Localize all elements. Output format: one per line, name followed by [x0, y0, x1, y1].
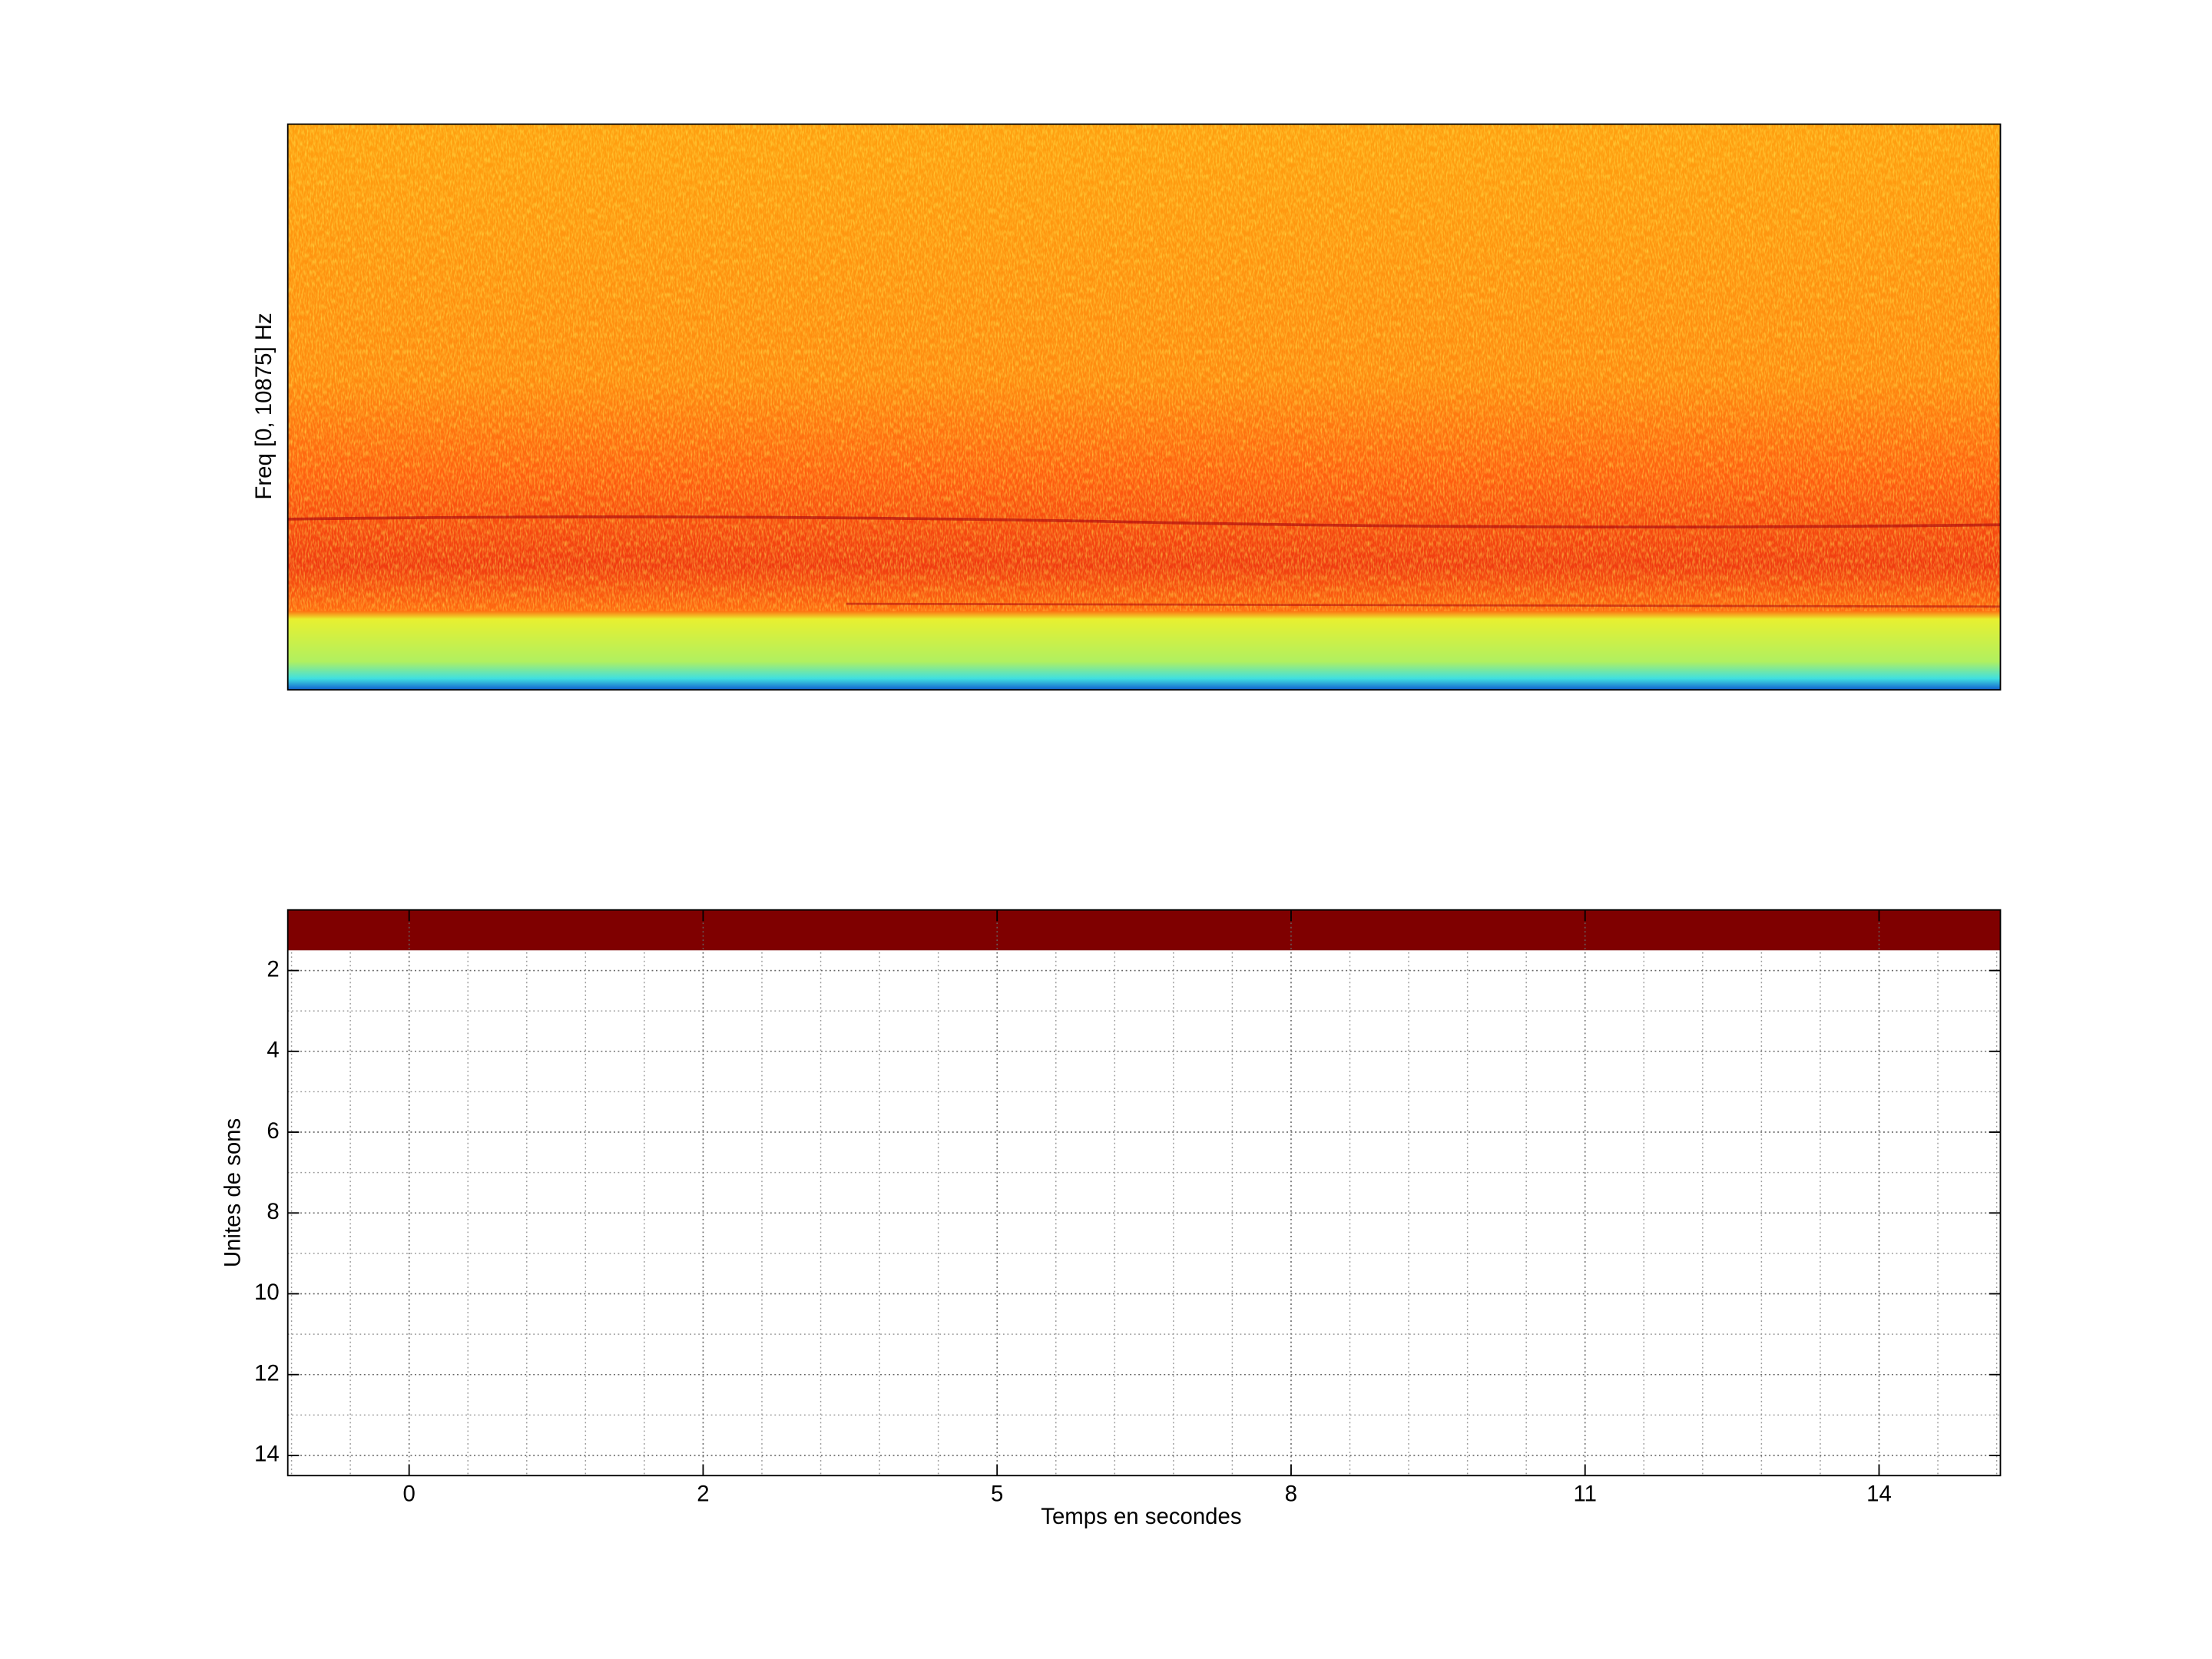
spectrogram-trace: [846, 602, 2001, 608]
x-tick-label: 8: [1285, 1482, 1297, 1507]
y-tick-label: 10: [254, 1280, 280, 1305]
y-tick-label: 8: [267, 1199, 279, 1224]
axes-box: [286, 909, 2002, 1477]
spectrogram-panel: Freq [0, 10875] Hz: [251, 123, 2002, 691]
y-axis-label: Unites de sons: [220, 1118, 246, 1267]
y-tick-label: 12: [254, 1360, 280, 1386]
y-axis-label: Freq [0, 10875] Hz: [251, 313, 276, 499]
x-tick-label: 11: [1573, 1482, 1597, 1507]
x-axis-label: Temps en secondes: [1041, 1504, 1241, 1529]
x-tick-label: 2: [697, 1482, 709, 1507]
y-tick-label: 2: [267, 956, 279, 982]
x-tick-label: 14: [1866, 1482, 1892, 1507]
spectrogram-trace: [287, 515, 2001, 529]
x-tick-label: 5: [991, 1482, 1003, 1507]
spectrogram-noise: [287, 124, 2001, 611]
axes-box: [286, 123, 2002, 691]
x-tick-label: 0: [403, 1482, 416, 1507]
y-tick-label: 4: [267, 1038, 279, 1063]
y-tick-label: 14: [254, 1442, 280, 1467]
unit-segment: [287, 909, 2001, 951]
y-tick-label: 6: [267, 1118, 279, 1144]
